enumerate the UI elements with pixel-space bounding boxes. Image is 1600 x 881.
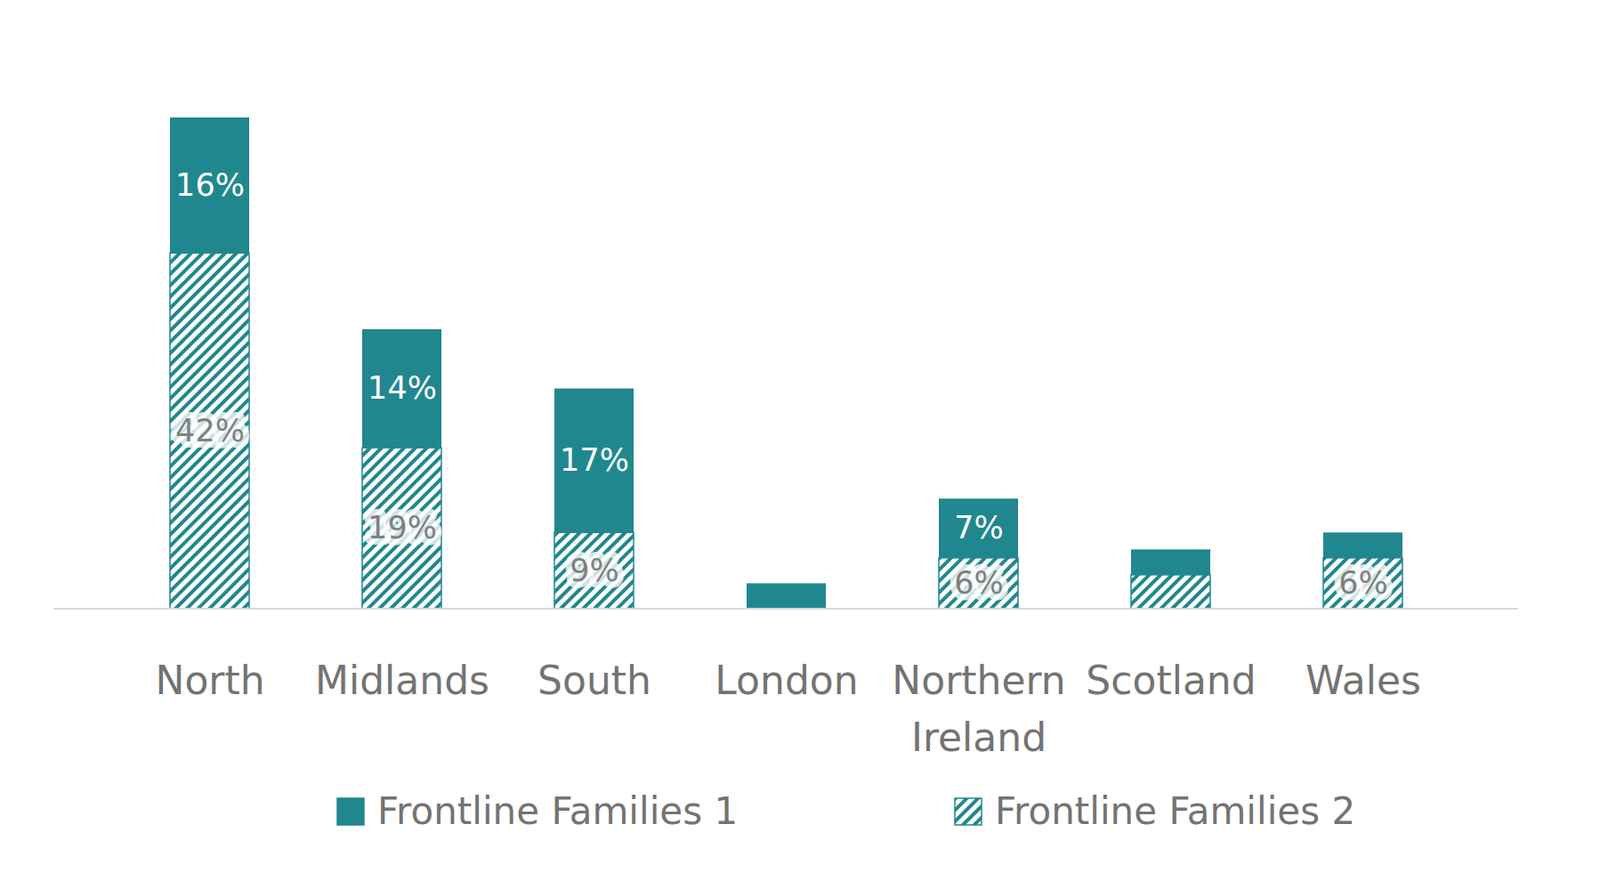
svg-text:North: North xyxy=(154,657,265,704)
svg-text:19%: 19% xyxy=(367,509,437,546)
svg-text:Wales: Wales xyxy=(1305,657,1422,704)
svg-text:NorthernIreland: NorthernIreland xyxy=(891,657,1066,760)
html-text:Frontline Families 2: Frontline Families 2 xyxy=(994,789,1356,833)
html-text:Frontline Families 1: Frontline Families 1 xyxy=(377,789,738,833)
svg-text:17%: 17% xyxy=(559,442,630,478)
svg-text:South: South xyxy=(537,657,652,704)
svg-text:Scotland: Scotland xyxy=(1085,657,1256,704)
svg-text:6%: 6% xyxy=(953,565,1004,601)
svg-text:London: London xyxy=(714,657,858,704)
svg-text:6%: 6% xyxy=(1338,565,1389,601)
svg-text:42%: 42% xyxy=(175,412,245,449)
svg-text:Midlands: Midlands xyxy=(315,657,490,704)
svg-text:16%: 16% xyxy=(175,167,245,203)
svg-text:14%: 14% xyxy=(367,370,437,406)
svg-text:9%: 9% xyxy=(569,552,620,589)
svg-text:7%: 7% xyxy=(953,509,1004,546)
